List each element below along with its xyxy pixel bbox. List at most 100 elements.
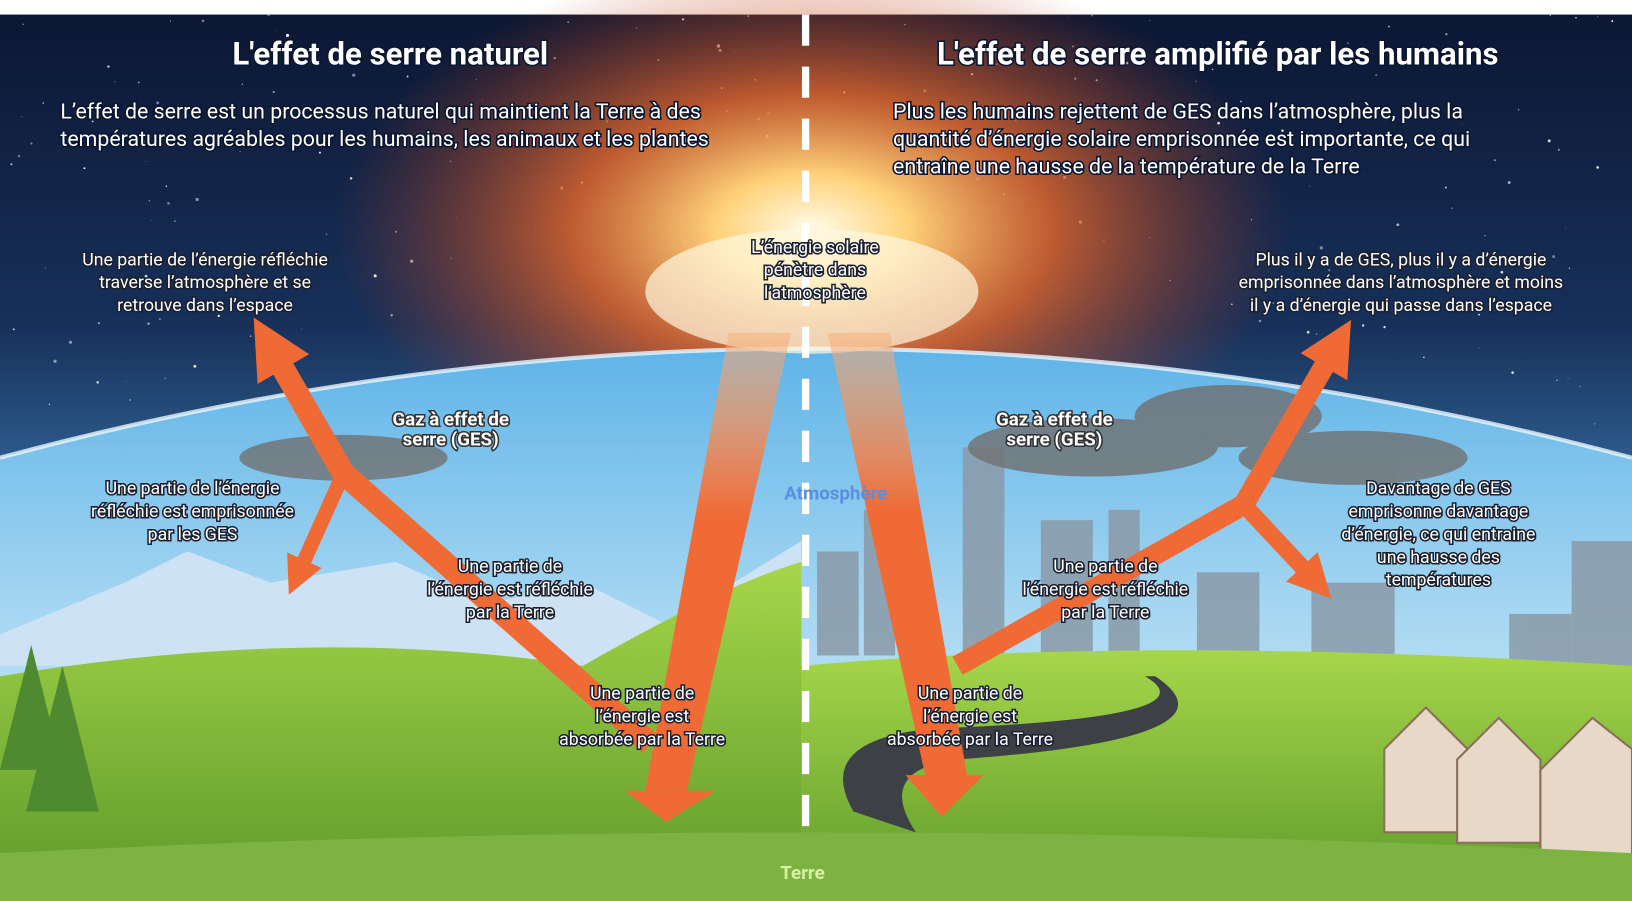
star	[1383, 326, 1385, 328]
star	[1396, 223, 1399, 226]
left-reflected-line: l’énergie est réfléchie	[427, 580, 593, 600]
left-description-line: L’effet de serre est un processus nature…	[60, 100, 700, 125]
star	[13, 328, 15, 330]
star	[166, 186, 167, 187]
left-space-line: retrouve dans l’espace	[117, 296, 293, 316]
left-space: Une partie de l’énergie réfléchie travers…	[82, 250, 328, 316]
star	[1556, 379, 1558, 381]
star	[145, 161, 146, 162]
left-space-line: traverse l’atmosphère et se	[99, 273, 311, 293]
star	[273, 91, 275, 93]
star	[301, 328, 302, 329]
star	[30, 142, 32, 144]
star	[1569, 267, 1571, 269]
sun-label-line: pénètre dans	[764, 261, 866, 281]
star	[147, 322, 150, 325]
star	[18, 155, 21, 158]
star	[1508, 181, 1511, 184]
star	[49, 404, 50, 405]
right-absorbed-line: absorbée par la Terre	[887, 730, 1053, 750]
star	[129, 399, 130, 400]
right-description-line: Plus les humains rejettent de GES dans l…	[893, 100, 1463, 125]
right-space-line: il y a d’énergie qui passe dans l’espace	[1250, 296, 1552, 316]
star	[1566, 228, 1567, 229]
star	[326, 233, 327, 234]
star	[165, 378, 166, 379]
star	[1579, 386, 1580, 387]
left-absorbed-line: absorbée par la Terre	[559, 730, 725, 750]
star	[1558, 149, 1560, 151]
star	[10, 163, 12, 165]
right-description-line: entraîne une hausse de la température de…	[893, 155, 1360, 180]
star	[267, 14, 269, 16]
star	[138, 81, 140, 83]
right-title: L'effet de serre amplifié par les humain…	[937, 36, 1499, 73]
sun-label-line: L’énergie solaire	[751, 238, 879, 258]
left-ges-line: Gaz à effet de	[392, 409, 509, 431]
atmosphere-label: Atmosphère	[784, 482, 887, 504]
star	[1307, 331, 1310, 334]
star	[1518, 109, 1519, 110]
right-ges-line: Gaz à effet de	[996, 409, 1113, 431]
left-title: L'effet de serre naturel	[232, 36, 548, 73]
star	[21, 116, 22, 117]
right-reflected-line: par la Terre	[1061, 603, 1149, 623]
right-space-line: emprisonnée dans l’atmosphère et moins	[1239, 273, 1564, 293]
star	[1494, 159, 1496, 161]
page: L'effet de serre naturel L'effet de serr…	[0, 0, 1632, 901]
star	[1596, 166, 1599, 169]
left-reflected-line: Une partie de	[458, 557, 562, 577]
star	[193, 365, 196, 368]
star	[1362, 324, 1364, 326]
right-more-line: Davantage de GES	[1366, 479, 1510, 499]
star	[352, 74, 355, 77]
sun-label-line: l’atmosphère	[764, 284, 866, 304]
star	[275, 30, 276, 31]
star	[202, 20, 205, 23]
star	[1611, 20, 1613, 22]
right-more-line: températures	[1386, 571, 1491, 591]
star	[45, 268, 46, 269]
right-description-line: quantité d’énergie solaire emprisonnée e…	[893, 127, 1470, 152]
star	[159, 318, 160, 319]
left-space-line: Une partie de l’énergie réfléchie	[82, 250, 328, 270]
star	[83, 167, 85, 169]
star	[1479, 347, 1480, 348]
sun-label: L’énergie solaire pénètre dans l’atmosphèr…	[751, 238, 879, 304]
star	[1320, 246, 1323, 249]
left-absorbed-line: l’énergie est	[595, 707, 689, 727]
star	[1309, 186, 1310, 187]
star	[69, 341, 72, 344]
star	[242, 84, 243, 85]
star	[1388, 26, 1390, 28]
left-description-line: températures agréables pour les humains,…	[60, 127, 708, 152]
star	[1552, 255, 1555, 258]
star	[1575, 17, 1577, 19]
star	[250, 335, 252, 337]
right-reflected-line: Une partie de	[1053, 557, 1157, 577]
star	[1445, 187, 1447, 189]
left-trapped-line: par les GES	[148, 525, 238, 545]
right-absorbed-line: l’énergie est	[923, 707, 1017, 727]
star	[174, 220, 176, 222]
right-more-line: d’énergie, ce qui entraine	[1341, 525, 1535, 545]
star	[1451, 207, 1453, 209]
star	[126, 381, 127, 382]
star	[149, 200, 151, 202]
star	[1594, 423, 1595, 424]
star	[96, 381, 98, 383]
right-space-line: Plus il y a de GES, plus il y a d’énergi…	[1255, 250, 1546, 270]
star	[1548, 139, 1551, 142]
star	[1550, 15, 1551, 16]
right-absorbed-line: Une partie de	[918, 684, 1022, 704]
infographic: L'effet de serre naturel L'effet de serr…	[0, 0, 1632, 901]
right-more-line: une hausse des	[1377, 548, 1500, 568]
star	[1511, 371, 1514, 374]
star	[1423, 356, 1425, 358]
star	[1149, 20, 1150, 21]
left-absorbed-line: Une partie de	[590, 684, 694, 704]
star	[195, 198, 198, 201]
star	[151, 220, 152, 221]
star	[1484, 235, 1485, 236]
